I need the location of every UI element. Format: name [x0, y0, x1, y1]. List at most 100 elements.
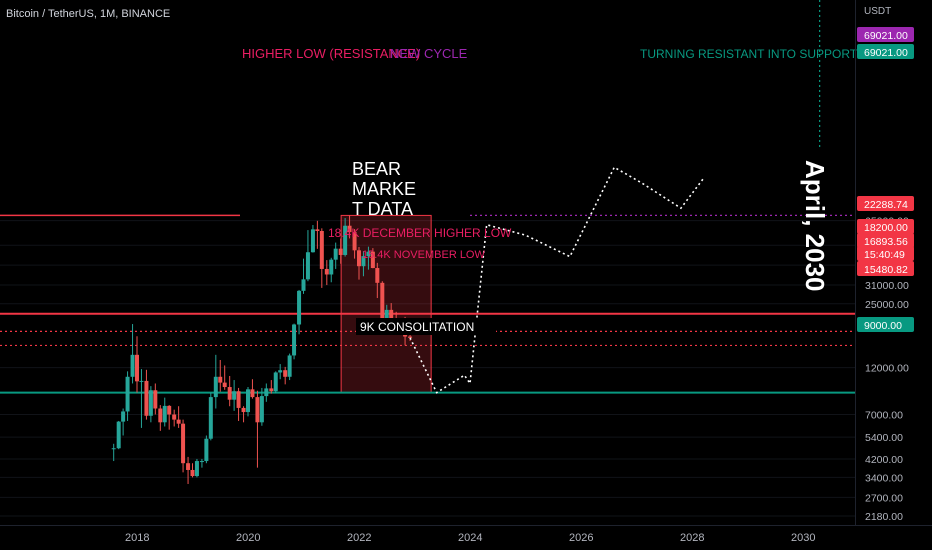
x-tick-label: 2022: [347, 532, 371, 544]
x-tick-label: 2024: [458, 532, 482, 544]
x-tick-label: 2020: [236, 532, 260, 544]
candle-body: [241, 407, 246, 413]
candle-body: [218, 376, 223, 383]
price-tag: [857, 27, 914, 42]
candle-body: [153, 390, 158, 409]
candle-body: [190, 469, 195, 477]
price-tag-label: 22288.74: [864, 199, 908, 211]
y-tick-label: 5400.00: [865, 432, 903, 444]
price-tag-label: 15480.82: [864, 264, 908, 276]
candle-body: [380, 282, 385, 324]
projection-path: [409, 166, 704, 394]
candle-body: [384, 309, 389, 324]
candle-body: [366, 251, 371, 257]
y-tick-label: 12000.00: [865, 363, 909, 375]
candle-body: [310, 229, 315, 253]
candle-body: [315, 229, 320, 231]
candle-body: [194, 461, 199, 477]
price-tag: [857, 196, 914, 211]
y-tick-label: 3400.00: [865, 472, 903, 484]
candle-body: [343, 225, 348, 255]
candle-body: [389, 309, 394, 324]
candle-body: [255, 397, 260, 423]
candle-body: [329, 259, 334, 275]
candle-body: [204, 438, 209, 462]
candle-body: [125, 376, 130, 412]
price-tag: [857, 317, 914, 332]
candle-body: [162, 405, 167, 423]
price-tag: [857, 261, 914, 276]
candle-body: [227, 387, 232, 400]
candle-body: [259, 396, 264, 423]
annotation-9k-consolidation: 9K CONSOLITATION: [360, 320, 474, 334]
candle-body: [297, 290, 302, 325]
candle-body: [292, 324, 297, 356]
candle-body: [111, 448, 116, 450]
annotation-higher-low: HIGHER LOW (RESISTANCE): [242, 46, 420, 61]
candle-body: [148, 390, 153, 416]
price-tag-label: 16893.56: [864, 236, 908, 248]
candle-body: [232, 391, 237, 400]
candle-body: [287, 355, 292, 377]
price-tag-label: 69021.00: [864, 47, 908, 59]
annotation-turning-support: TURNING RESISTANT INTO SUPPORT: [640, 47, 858, 61]
annotation-bg: [356, 318, 496, 335]
price-axis-divider: [855, 0, 856, 525]
y-tick-label: 2180.00: [865, 511, 903, 523]
candle-body: [167, 405, 172, 415]
x-tick-label: 2030: [791, 532, 815, 544]
candle-body: [333, 248, 338, 260]
candle-body: [199, 461, 204, 463]
price-tag-label: 15:40:49: [864, 249, 905, 261]
y-tick-label: 31000.00: [865, 280, 909, 292]
annotation-november-low: 15.4K NOVEMBER LOW: [362, 249, 485, 261]
candle-body: [181, 423, 186, 464]
y-tick-label: 7000.00: [865, 410, 903, 422]
price-tag: [857, 44, 914, 59]
y-tick-label: 25000.00: [865, 299, 909, 311]
annotation-december-low: 18.4K DECEMBER HIGHER LOW: [328, 226, 512, 240]
candle-body: [357, 250, 361, 267]
candle-body: [273, 372, 278, 392]
candle-body: [250, 389, 255, 398]
annotation-new-cycle: NEW CYCLE: [390, 46, 468, 61]
price-tag-label: 18200.00: [864, 222, 908, 234]
candle-body: [361, 256, 366, 267]
currency-label: USDT: [864, 6, 892, 17]
candle-body: [158, 408, 163, 423]
annotation-april-2030: April, 2030: [800, 160, 830, 292]
candle-body: [176, 419, 181, 424]
candle-body: [324, 268, 329, 275]
candle-body: [139, 380, 144, 382]
x-tick-label: 2028: [680, 532, 704, 544]
candle-body: [246, 389, 250, 413]
candle-body: [278, 370, 283, 373]
candle-body: [305, 252, 310, 280]
candle-body: [222, 382, 227, 388]
candle-body: [135, 354, 139, 382]
candle-body: [408, 336, 413, 338]
price-tag-label: 9000.00: [864, 320, 902, 332]
y-tick-label: 2700.00: [865, 492, 903, 504]
candle-body: [172, 414, 177, 420]
candle-body: [283, 370, 288, 377]
price-tag: [857, 233, 914, 248]
symbol-title[interactable]: Bitcoin / TetherUS, 1M, BINANCE: [6, 8, 171, 20]
candle-body: [269, 388, 274, 392]
x-tick-label: 2026: [569, 532, 593, 544]
candle-body: [375, 268, 380, 283]
candle-body: [301, 279, 306, 291]
candle-body: [264, 388, 269, 397]
candle-body: [338, 248, 343, 255]
candle-body: [116, 421, 121, 449]
time-axis-divider: [0, 525, 932, 526]
candle-body: [208, 397, 213, 439]
candle-body: [370, 251, 375, 269]
x-tick-label: 2018: [125, 532, 149, 544]
candle-body: [236, 391, 241, 408]
candle-body: [144, 380, 149, 416]
candle-body: [213, 376, 218, 398]
candle-body: [319, 230, 324, 269]
candle-body: [347, 225, 352, 233]
